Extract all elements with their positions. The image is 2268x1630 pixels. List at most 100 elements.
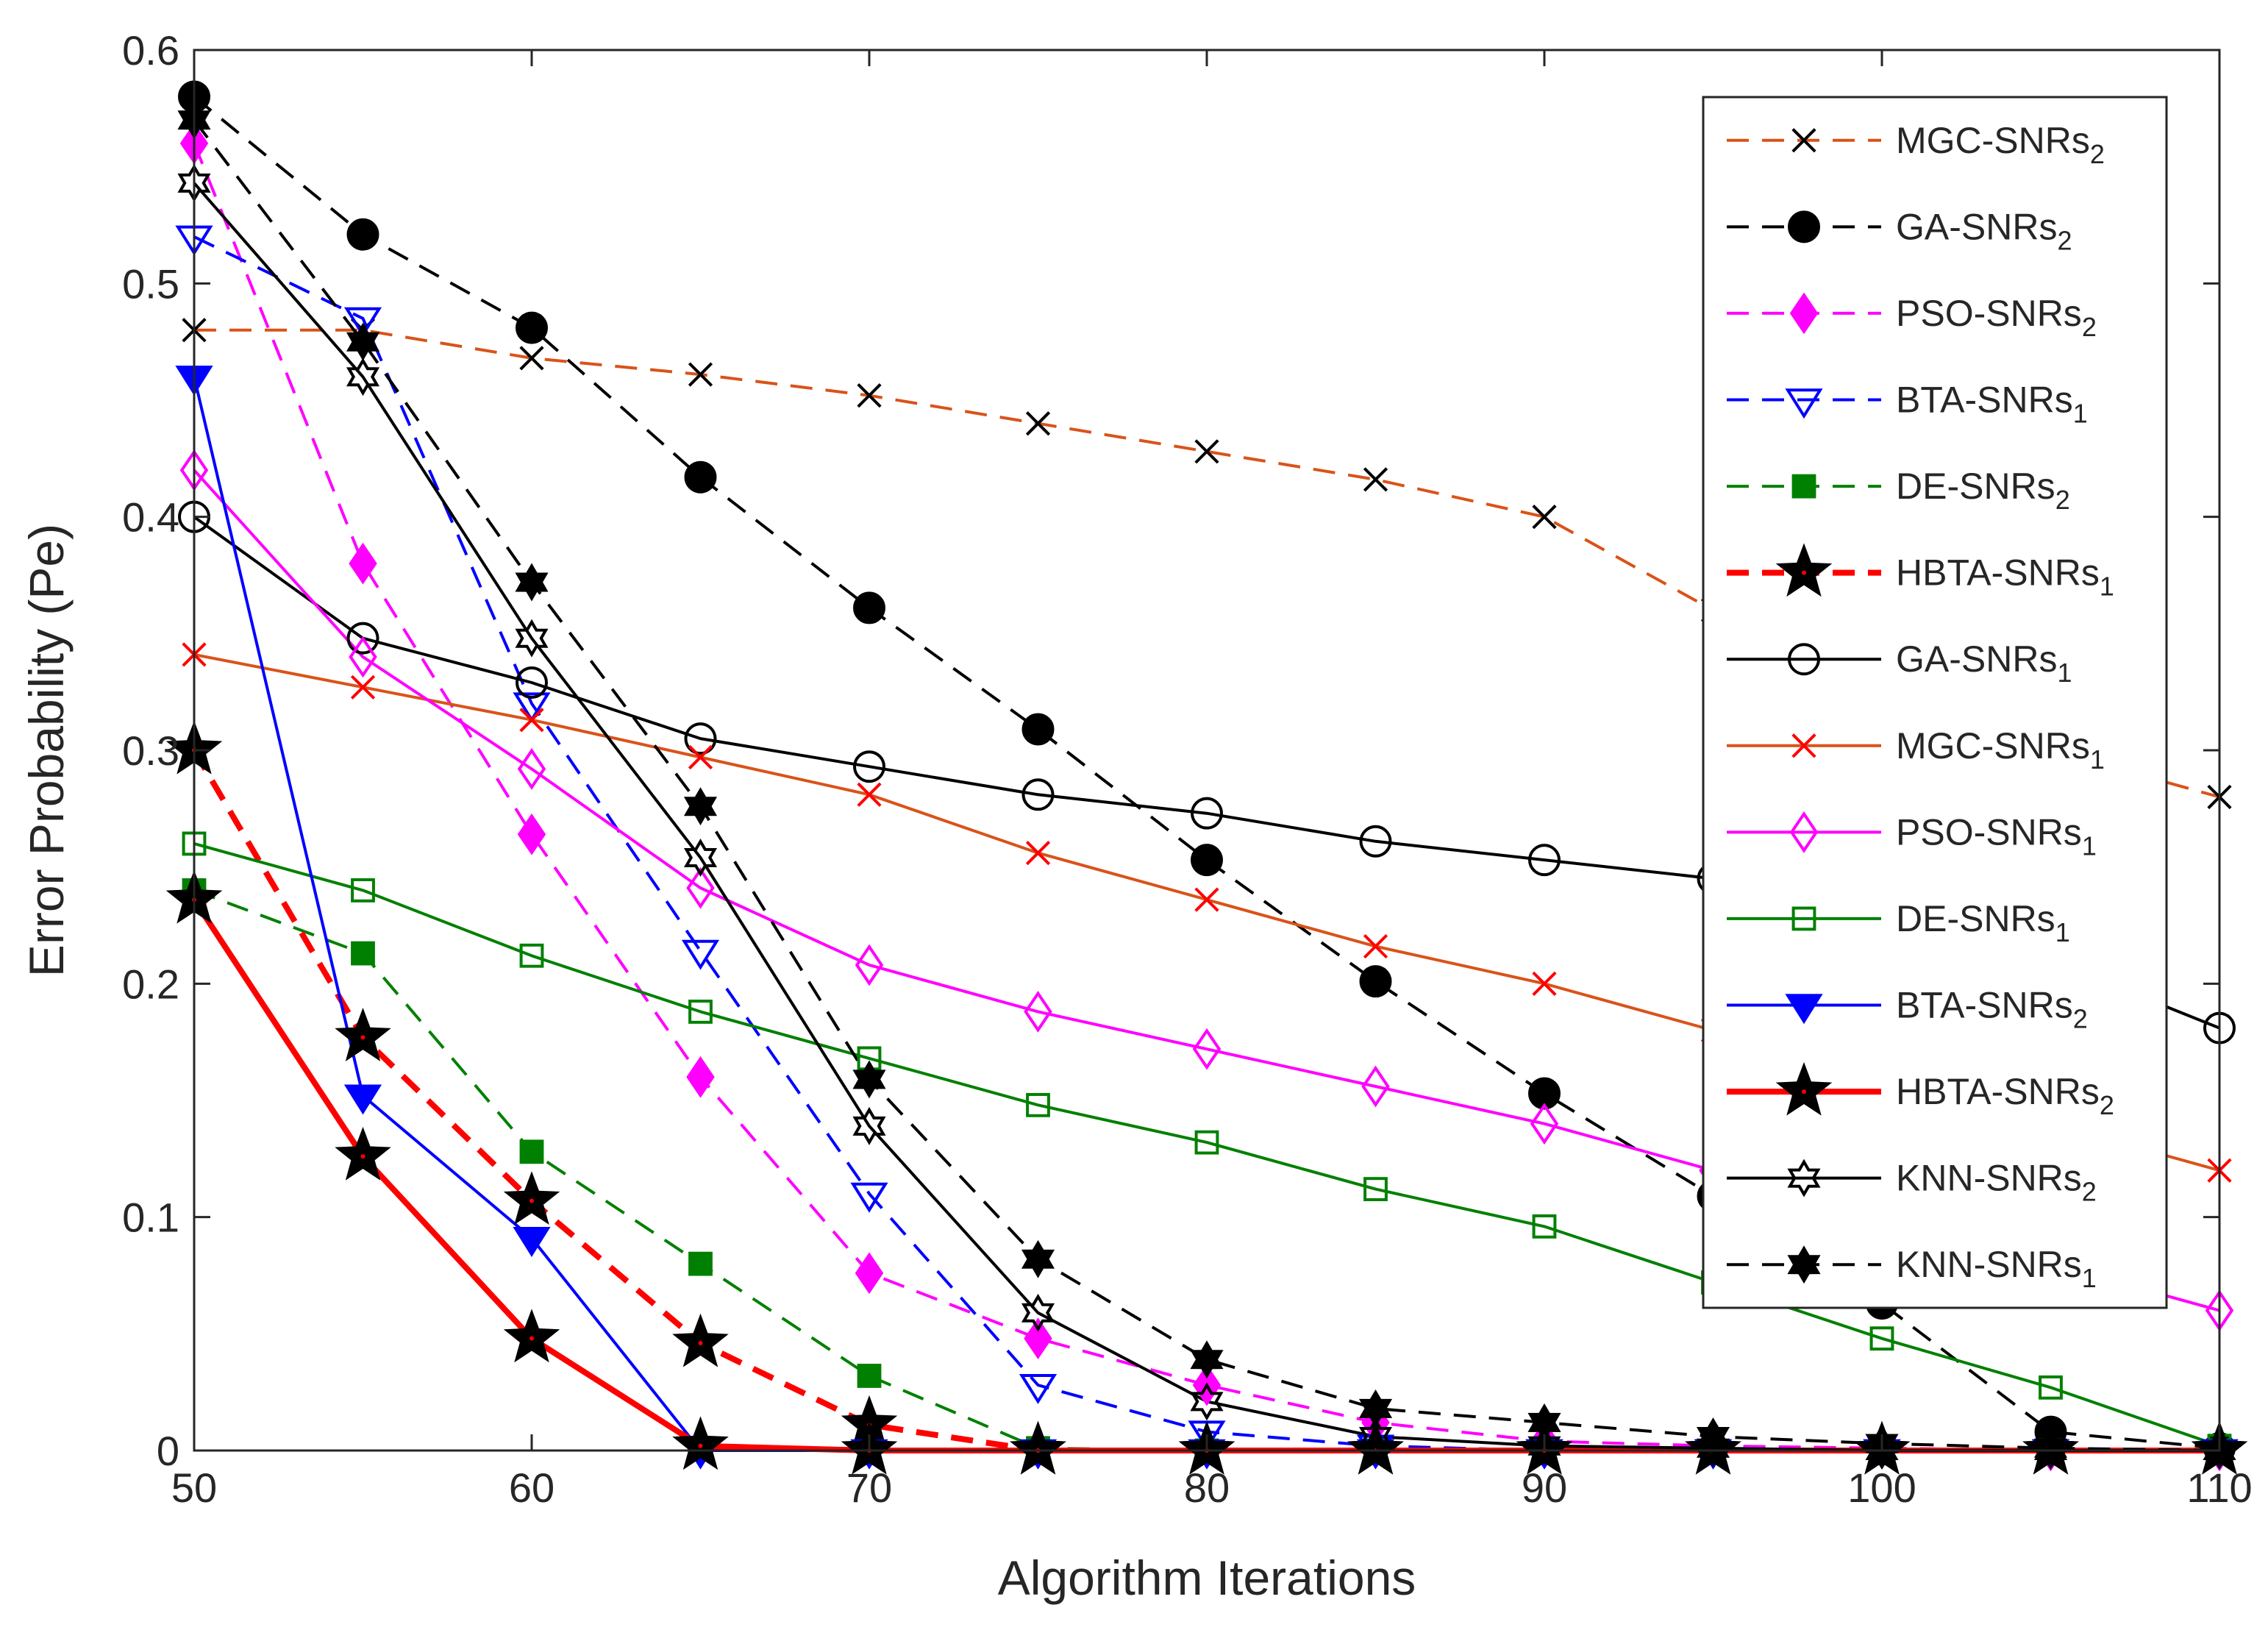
legend: MGC-SNRs2 GA-SNRs2 PSO-SNRs2 BTA-SNRs1 DE-SN… xyxy=(1702,96,2168,1309)
x-tick-label: 110 xyxy=(2186,1464,2252,1511)
x-tick-label: 100 xyxy=(1847,1464,1916,1511)
legend-label-de-snrs1: DE-SNRs1 xyxy=(1896,898,2070,947)
x-tick-label: 80 xyxy=(1184,1464,1230,1511)
data-point-bta-snrs1 xyxy=(681,939,720,970)
data-point-center-hbta-snrs1 xyxy=(698,1341,703,1346)
data-point-ga-snrs2 xyxy=(684,460,717,494)
data-point-hbta-snrs1 xyxy=(672,1313,729,1367)
legend-label-ga-snrs1: GA-SNRs1 xyxy=(1896,638,2072,688)
data-point-knn-snrs2 xyxy=(346,357,380,396)
legend-label-hbta-snrs2: HBTA-SNRs2 xyxy=(1896,1071,2114,1120)
data-point-center-hbta-snrs2 xyxy=(360,1154,365,1159)
legend-label-pso-snrs1: PSO-SNRs1 xyxy=(1896,811,2097,861)
data-point-knn-snrs1 xyxy=(1190,1340,1224,1379)
data-point-center-hbta-snrs1 xyxy=(360,1035,365,1040)
x-tick-label: 90 xyxy=(1522,1464,1567,1511)
data-point-knn-snrs1 xyxy=(1696,1417,1730,1456)
data-point-de-snrs1 xyxy=(1363,1177,1388,1201)
data-point-pso-snrs1 xyxy=(1361,1065,1390,1108)
data-point-ga-snrs1 xyxy=(516,666,548,699)
data-point-knn-snrs2 xyxy=(1527,1426,1561,1465)
data-point-mgc-snrs2 xyxy=(857,383,882,408)
data-point-knn-snrs2 xyxy=(1190,1382,1224,1421)
data-point-ga-snrs2 xyxy=(1359,965,1392,998)
data-point-pso-snrs1 xyxy=(686,866,715,909)
data-point-hbta-snrs1 xyxy=(503,1171,560,1225)
legend-marker-knn-snrs1 xyxy=(1787,1245,1821,1284)
data-point-pso-snrs1 xyxy=(1530,1103,1559,1145)
legend-marker-hbta-snrs2 xyxy=(1775,1061,1833,1116)
data-point-ga-snrs1 xyxy=(1191,797,1223,830)
data-point-mgc-snrs1 xyxy=(519,708,544,733)
data-point-de-snrs2 xyxy=(519,1139,544,1164)
data-point-ga-snrs1 xyxy=(684,722,717,755)
y-tick-label: 0.5 xyxy=(122,260,179,307)
legend-marker-de-snrs2 xyxy=(1791,474,1816,499)
data-point-bta-snrs1 xyxy=(513,692,551,723)
data-point-de-snrs1 xyxy=(519,943,544,968)
data-point-de-snrs1 xyxy=(1869,1326,1894,1351)
data-point-mgc-snrs2 xyxy=(519,346,544,371)
data-point-pso-snrs2 xyxy=(517,813,546,855)
legend-label-mgc-snrs2: MGC-SNRs2 xyxy=(1896,120,2105,169)
data-point-knn-snrs1 xyxy=(2033,1428,2068,1467)
data-point-bta-snrs2 xyxy=(513,1227,551,1258)
legend-label-mgc-snrs1: MGC-SNRs1 xyxy=(1896,725,2105,775)
data-point-ga-snrs1 xyxy=(1359,825,1392,858)
x-tick-label: 60 xyxy=(509,1464,554,1511)
legend-box xyxy=(1702,96,2168,1309)
legend-marker-pso-snrs2 xyxy=(1789,292,1819,335)
data-point-hbta-snrs2 xyxy=(335,1126,391,1181)
data-point-knn-snrs1 xyxy=(683,787,718,826)
data-point-pso-snrs1 xyxy=(1192,1028,1222,1070)
data-point-center-hbta-snrs1 xyxy=(529,1198,534,1203)
y-tick-label: 0.6 xyxy=(122,27,179,74)
data-point-pso-snrs2 xyxy=(855,1252,884,1295)
y-tick-label: 0.4 xyxy=(122,494,179,541)
data-point-pso-snrs1 xyxy=(349,636,377,678)
data-point-ga-snrs1 xyxy=(1021,778,1055,811)
legend-marker-bta-snrs2 xyxy=(1785,994,1823,1025)
y-tick-label: 0.3 xyxy=(122,727,179,774)
x-tick-label: 70 xyxy=(846,1464,892,1511)
legend-marker-de-snrs1 xyxy=(1791,906,1816,931)
legend-marker-ga-snrs2 xyxy=(1788,210,1820,243)
data-point-bta-snrs1 xyxy=(1019,1373,1058,1404)
data-point-de-snrs1 xyxy=(2039,1375,2063,1400)
data-point-knn-snrs2 xyxy=(852,1106,886,1145)
y-tick-label: 0.1 xyxy=(122,1195,179,1241)
data-point-pso-snrs1 xyxy=(855,944,884,986)
data-point-ga-snrs1 xyxy=(1528,844,1561,877)
data-point-hbta-snrs2 xyxy=(672,1416,729,1470)
data-point-mgc-snrs1 xyxy=(1025,841,1051,866)
data-point-bta-snrs1 xyxy=(850,1182,888,1213)
legend-label-bta-snrs2: BTA-SNRs2 xyxy=(1896,985,2088,1034)
data-point-ga-snrs2 xyxy=(516,311,548,344)
data-point-mgc-snrs1 xyxy=(350,675,376,700)
data-point-hbta-snrs2 xyxy=(1347,1420,1404,1475)
data-point-ga-snrs1 xyxy=(853,750,885,783)
legend-marker-knn-snrs2 xyxy=(1787,1159,1821,1197)
data-point-mgc-snrs1 xyxy=(688,744,713,770)
data-point-mgc-snrs1 xyxy=(857,782,882,807)
data-point-de-snrs2 xyxy=(857,1364,882,1388)
legend-label-knn-snrs1: KNN-SNRs1 xyxy=(1896,1244,2097,1293)
y-tick-label: 0.2 xyxy=(122,961,179,1007)
data-point-pso-snrs1 xyxy=(1024,991,1052,1033)
data-point-pso-snrs2 xyxy=(686,1056,715,1098)
data-point-de-snrs1 xyxy=(688,1000,713,1024)
x-tick-label: 50 xyxy=(171,1464,217,1511)
data-point-bta-snrs1 xyxy=(343,307,382,338)
legend-marker-bta-snrs1 xyxy=(1785,388,1823,419)
data-point-knn-snrs2 xyxy=(1696,1428,1730,1467)
data-point-de-snrs2 xyxy=(351,941,375,966)
data-point-de-snrs2 xyxy=(688,1251,713,1276)
data-point-knn-snrs1 xyxy=(346,322,380,361)
y-tick-label: 0 xyxy=(157,1428,179,1474)
legend-marker-pso-snrs1 xyxy=(1789,811,1819,853)
data-point-ga-snrs2 xyxy=(1021,713,1055,746)
data-point-center-hbta-snrs2 xyxy=(529,1336,534,1341)
data-point-pso-snrs2 xyxy=(349,542,377,585)
legend-marker-center xyxy=(1802,1089,1806,1095)
